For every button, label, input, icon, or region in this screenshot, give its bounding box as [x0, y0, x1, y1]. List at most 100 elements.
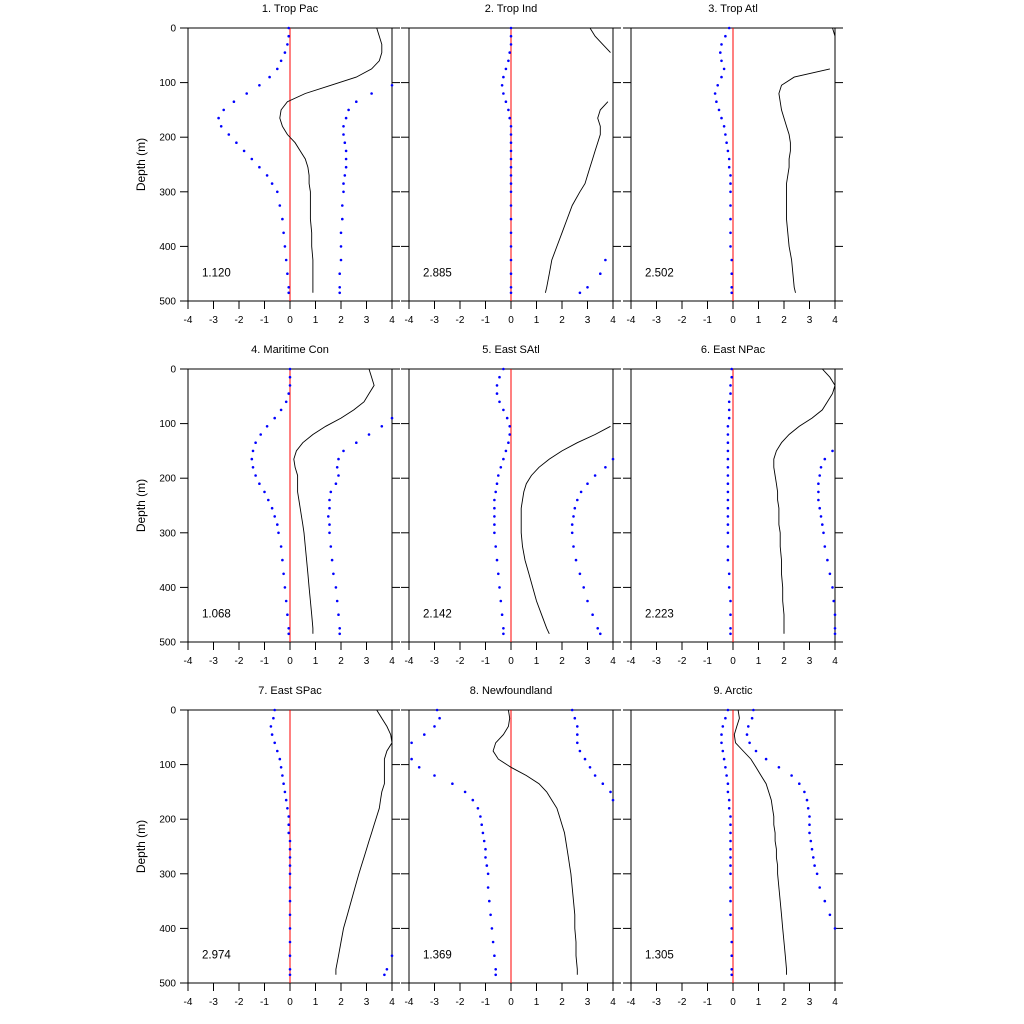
dotted-profile-point: [509, 133, 513, 136]
dotted-bound-point: [828, 572, 832, 576]
dotted-bound-point: [347, 108, 350, 112]
dotted-profile-point: [729, 831, 732, 835]
dotted-bound-point: [747, 725, 750, 728]
x-tick-label: -1: [260, 315, 269, 326]
dotted-profile-point: [254, 441, 257, 445]
dotted-profile-point: [288, 899, 292, 903]
dotted-profile-point: [484, 847, 487, 851]
dotted-bound-point: [328, 498, 331, 502]
dotted-profile-point: [724, 766, 727, 769]
dotted-profile-point: [288, 954, 292, 957]
dotted-profile-point: [265, 425, 269, 428]
x-tick-label: 4: [832, 315, 838, 326]
dotted-bound-point: [599, 632, 602, 636]
dotted-profile-point: [724, 34, 727, 38]
dotted-profile-point: [217, 116, 220, 120]
dotted-profile-point: [729, 599, 732, 603]
panel-stat-value: 2.974: [202, 950, 231, 962]
dotted-profile-point: [288, 886, 292, 889]
solid-profile-line: [293, 369, 375, 634]
dotted-profile-point: [276, 190, 279, 194]
dotted-profile-point: [497, 572, 500, 576]
dotted-profile-point: [727, 586, 731, 589]
dotted-profile-point: [287, 34, 291, 38]
dotted-bound-point: [390, 954, 394, 957]
dotted-bound-point: [833, 627, 837, 630]
x-tick-label: -2: [235, 997, 244, 1008]
dotted-bound-point: [833, 927, 837, 930]
dotted-profile-point: [288, 940, 292, 944]
dotted-profile-point: [286, 807, 289, 810]
dotted-bound-point: [342, 449, 345, 453]
dotted-bound-point: [328, 506, 331, 510]
dotted-profile-point: [495, 482, 499, 486]
dotted-profile-point: [451, 782, 454, 785]
dotted-profile-point: [498, 375, 501, 379]
dotted-profile-point: [727, 400, 731, 404]
dotted-profile-point: [288, 384, 292, 387]
dotted-profile-point: [727, 807, 731, 810]
dotted-profile-point: [507, 59, 510, 63]
panel-title: 9. Arctic: [713, 685, 753, 697]
dotted-bound-point: [808, 823, 811, 826]
dotted-profile-point: [729, 847, 732, 851]
dotted-profile-point: [476, 807, 480, 810]
y-tick-label: 500: [159, 979, 176, 990]
dotted-bound-point: [578, 291, 582, 295]
dotted-bound-point: [818, 506, 821, 510]
dotted-profile-point: [726, 498, 730, 502]
x-tick-label: 4: [389, 656, 395, 667]
dotted-profile-point: [720, 75, 723, 79]
panel-stat-value: 1.305: [645, 950, 674, 962]
dotted-profile-point: [270, 182, 274, 185]
x-tick-label: 3: [364, 656, 370, 667]
dotted-bound-point: [812, 856, 815, 859]
dotted-profile-point: [726, 466, 730, 469]
dotted-profile-point: [726, 149, 730, 153]
dotted-profile-point: [433, 774, 436, 777]
dotted-profile-point: [235, 141, 238, 144]
dotted-profile-point: [730, 291, 733, 295]
panel-title: 1. Trop Pac: [262, 3, 319, 15]
dotted-bound-point: [593, 474, 597, 477]
dotted-profile-point: [717, 108, 721, 112]
dotted-profile-point: [495, 384, 499, 387]
dotted-bound-point: [822, 531, 825, 535]
x-tick-label: -2: [678, 997, 687, 1008]
dotted-profile-point: [283, 245, 287, 248]
dotted-profile-point: [493, 523, 496, 526]
panel-stat-value: 1.068: [202, 609, 231, 621]
panel-title: 4. Maritime Con: [251, 344, 329, 356]
dotted-bound-point: [337, 474, 340, 477]
panel-stat-value: 2.223: [645, 609, 674, 621]
dotted-profile-point: [493, 954, 496, 957]
dotted-profile-point: [273, 416, 277, 420]
dotted-profile-point: [729, 815, 732, 818]
dotted-profile-point: [276, 749, 279, 753]
dotted-profile-point: [726, 531, 730, 535]
dotted-profile-point: [726, 482, 730, 486]
dotted-profile-point: [493, 531, 496, 535]
x-tick-label: 0: [508, 315, 514, 326]
dotted-bound-point: [823, 899, 827, 903]
dotted-bound-point: [341, 204, 344, 207]
dotted-profile-point: [490, 927, 494, 930]
dotted-bound-point: [582, 586, 585, 589]
panel-title: 8. Newfoundland: [470, 685, 553, 697]
dotted-profile-point: [509, 190, 513, 194]
dotted-bound-point: [380, 425, 384, 428]
dotted-profile-point: [494, 545, 498, 548]
dotted-bound-point: [383, 973, 386, 977]
dotted-bound-point: [604, 258, 607, 262]
dotted-bound-point: [599, 272, 602, 276]
x-tick-label: 1: [756, 315, 762, 326]
dotted-profile-point: [500, 84, 504, 87]
dotted-profile-point: [495, 558, 499, 562]
dotted-profile-point: [494, 968, 498, 971]
dotted-profile-point: [282, 572, 285, 576]
dotted-bound-point: [342, 125, 345, 128]
y-tick-label: 0: [170, 706, 176, 717]
panel-9: -4 -3 -2 -1 0 1 2 3 4 9. Arctic 1.305: [623, 685, 843, 1008]
dotted-bound-point: [611, 457, 615, 461]
dotted-profile-point: [279, 545, 283, 548]
